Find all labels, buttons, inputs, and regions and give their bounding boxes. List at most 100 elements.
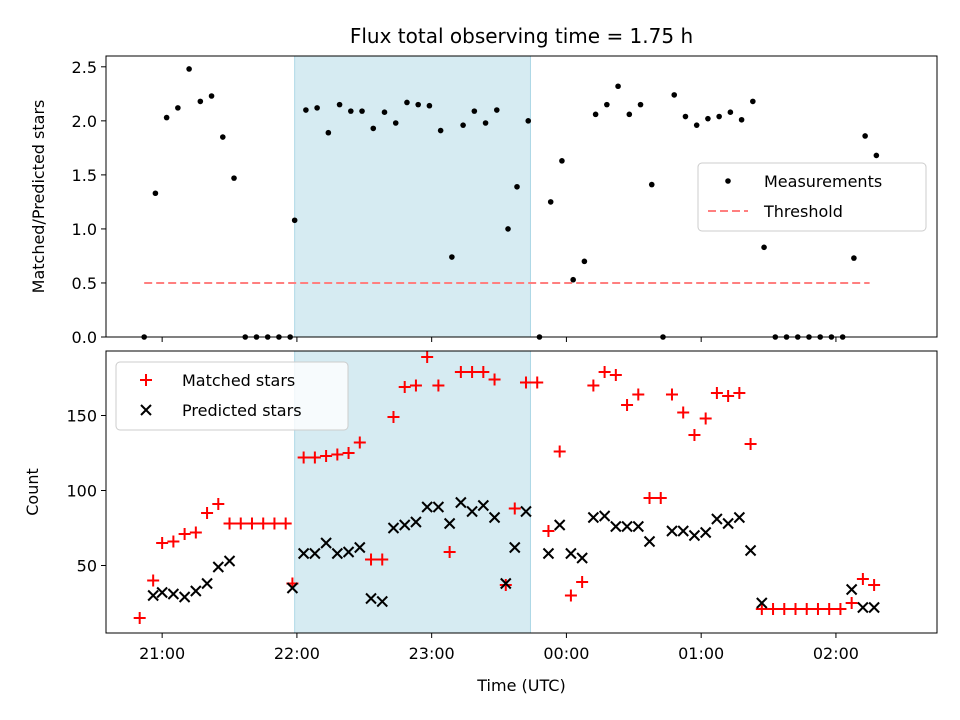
predicted-star-point (868, 601, 880, 614)
predicted-star-point (632, 520, 644, 533)
matched-star-point (688, 429, 701, 441)
x-tick-label: 23:00 (409, 644, 455, 663)
matched-star-point (755, 603, 768, 615)
matched-star-point (587, 379, 600, 392)
predicted-star-point (223, 555, 236, 567)
matched-star-point (778, 603, 791, 615)
measurement-point (175, 105, 181, 111)
measurement-point (648, 181, 655, 188)
predicted-star-point (598, 510, 611, 522)
matched-star-point (576, 576, 589, 588)
measurement-point (671, 92, 678, 98)
predicted-star-point (190, 585, 202, 597)
matched-star-point (409, 379, 422, 392)
measurement-point (392, 120, 399, 126)
predicted-star-point (331, 547, 344, 560)
matched-star-point (722, 390, 735, 402)
matched-star-point (744, 438, 757, 450)
matched-star-point (268, 517, 281, 530)
ratio-panel: 0.0 0.5 1.0 1.5 2.0 2.5 Matched/Predicted star… (29, 55, 938, 347)
predicted-star-point (201, 577, 213, 590)
measurement-point (359, 108, 365, 114)
predicted-star-point (520, 505, 532, 518)
measurement-point (505, 226, 511, 232)
predicted-star-point (421, 501, 433, 513)
matched-star-point (598, 366, 611, 378)
legend-label: Matched stars (182, 371, 295, 390)
measurement-point (471, 108, 478, 114)
matched-star-point (133, 612, 146, 624)
x-tick-label: 00:00 (543, 644, 589, 663)
matched-star-point (710, 387, 723, 399)
measurement-point (716, 113, 722, 120)
x-tick-label: 22:00 (274, 644, 320, 663)
matched-star-point (212, 498, 225, 510)
matched-star-point (320, 450, 333, 462)
measurement-point (197, 98, 204, 105)
matched-star-point (421, 351, 434, 363)
matched-star-point (342, 447, 355, 459)
measurement-point (750, 98, 756, 105)
y-tick-label: 50 (77, 557, 97, 576)
measurement-point (426, 102, 433, 109)
predicted-star-point (509, 541, 521, 554)
x-axis-label: Time (UTC) (476, 676, 565, 695)
matched-star-point (564, 589, 577, 602)
predicted-star-point (455, 496, 467, 509)
matched-star-point (609, 369, 622, 381)
measurement-point (738, 116, 745, 123)
measurement-point (493, 107, 500, 113)
measurement-point (219, 134, 226, 140)
measurement-point (693, 122, 700, 128)
measurement-point (604, 101, 610, 108)
predicted-star-point (477, 499, 490, 512)
predicted-star-point (722, 517, 734, 530)
predicted-star-point (643, 535, 656, 548)
matched-star-point (508, 502, 521, 515)
measurement-point (415, 101, 421, 108)
predicted-star-point (156, 586, 168, 599)
measurement-point (873, 152, 880, 159)
x-tick-label: 02:00 (813, 644, 859, 663)
predicted-star-point (286, 582, 299, 594)
predicted-star-point (857, 601, 869, 614)
matched-star-point (811, 603, 824, 615)
matched-star-point (845, 597, 858, 609)
measurement-point (381, 109, 388, 115)
measurement-point (761, 244, 767, 251)
predicted-star-point (744, 544, 757, 557)
matched-star-point (834, 603, 847, 615)
legend-label: Threshold (763, 202, 843, 221)
predicted-star-point (587, 511, 600, 524)
predicted-star-point (342, 546, 355, 558)
measurement-point (314, 105, 320, 111)
measurement-point (727, 109, 734, 115)
measurement-point (559, 158, 565, 164)
measurement-point (570, 276, 576, 283)
y-tick-label: 2.0 (72, 112, 97, 131)
predicted-star-point (410, 516, 422, 528)
matched-star-point (279, 517, 292, 530)
legend-measurement-marker (725, 178, 731, 184)
matched-star-point (654, 492, 667, 504)
predicted-star-point (711, 513, 723, 525)
matched-star-point (331, 448, 344, 461)
measurement-point (482, 120, 489, 126)
predicted-star-point (699, 526, 712, 539)
measurement-point (152, 190, 159, 197)
axes-frame (105, 350, 938, 634)
legend-label: Predicted stars (182, 401, 302, 420)
legend-label: Measurements (764, 172, 882, 191)
y-tick-label: 150 (66, 407, 97, 426)
y-axis-label: Matched/Predicted stars (29, 100, 48, 294)
matched-star-point (398, 381, 411, 393)
matched-star-point (387, 411, 400, 423)
predicted-star-point (553, 519, 566, 531)
measurement-point (370, 125, 377, 132)
predicted-star-point (320, 537, 332, 549)
predicted-star-point (500, 577, 512, 590)
matched-star-point (443, 546, 456, 558)
predicted-star-point (756, 597, 768, 609)
observing-window-shade (294, 56, 531, 337)
